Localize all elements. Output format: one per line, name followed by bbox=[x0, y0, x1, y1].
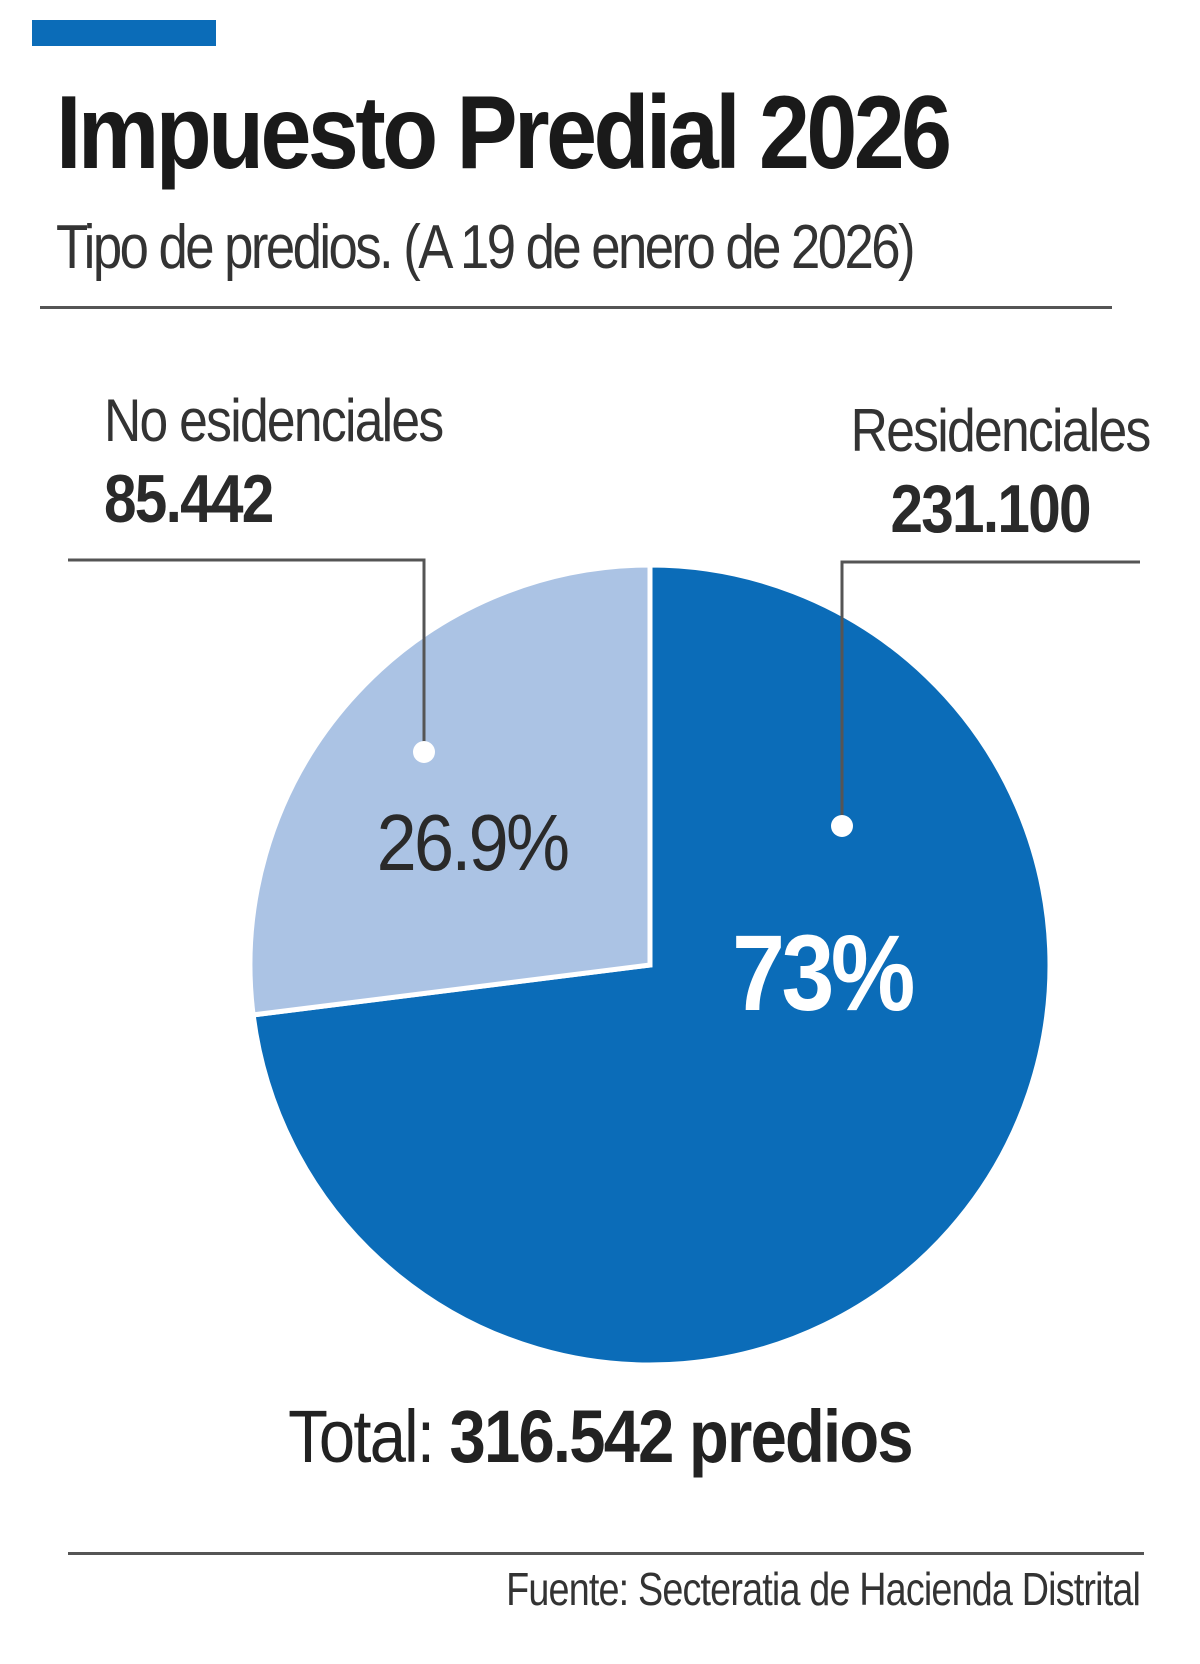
total-label: Total: bbox=[288, 1395, 435, 1478]
total-value: 316.542 predios bbox=[449, 1395, 914, 1478]
leader-line-no-residenciales bbox=[68, 558, 426, 750]
leader-dot-residenciales bbox=[831, 815, 853, 837]
source-note: Fuente: Secteratia de Hacienda Distrital bbox=[506, 1563, 1141, 1615]
chart-title: Impuesto Predial 2026 bbox=[56, 75, 952, 191]
label-no-residenciales: No esidenciales bbox=[104, 387, 444, 454]
label-residenciales: Residenciales bbox=[851, 397, 1152, 464]
top-divider bbox=[40, 306, 1112, 309]
value-no-residenciales: 85.442 bbox=[104, 461, 274, 537]
pie-chart: 26.9% 73% bbox=[68, 558, 1140, 1365]
bottom-divider bbox=[68, 1552, 1144, 1555]
leader-line-residenciales bbox=[840, 560, 1140, 826]
chart-subtitle: Tipo de predios. (A 19 de enero de 2026) bbox=[56, 213, 916, 282]
percent-label-no-residenciales: 26.9% bbox=[377, 799, 568, 888]
percent-label-residenciales: 73% bbox=[732, 912, 913, 1033]
accent-bar bbox=[32, 20, 216, 46]
total-line: Total: 316.542 predios bbox=[72, 1394, 1128, 1479]
leader-dot-no-residenciales bbox=[413, 741, 435, 763]
value-residenciales: 231.100 bbox=[890, 471, 1092, 547]
pie-slice-no-residenciales bbox=[247, 562, 653, 1018]
